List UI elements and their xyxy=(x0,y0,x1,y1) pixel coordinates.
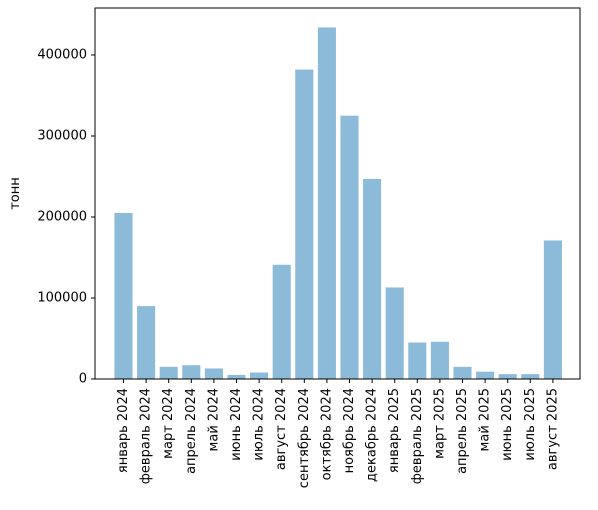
bar-16 xyxy=(476,371,495,379)
bar-15 xyxy=(453,366,472,379)
bar-7 xyxy=(272,264,291,379)
y-tick-label-1: 100000 xyxy=(37,290,87,305)
bar-1 xyxy=(137,306,156,379)
x-tick-label-12: январь 2025 xyxy=(387,388,402,473)
bar-19 xyxy=(543,240,562,379)
bar-5 xyxy=(227,374,246,379)
x-tick-label-5: июнь 2024 xyxy=(229,388,244,461)
y-tick-label-2: 200000 xyxy=(37,209,87,224)
x-tick-label-7: август 2024 xyxy=(274,388,289,470)
bar-8 xyxy=(295,69,314,379)
x-tick-label-18: июль 2025 xyxy=(523,388,538,461)
bar-4 xyxy=(204,368,223,379)
bar-13 xyxy=(408,342,427,379)
bar-10 xyxy=(340,115,359,379)
x-tick-label-11: декабрь 2024 xyxy=(365,388,380,482)
x-tick-label-19: август 2025 xyxy=(545,388,560,470)
y-axis-label: тонн xyxy=(8,177,23,210)
x-tick-label-16: май 2025 xyxy=(478,388,493,451)
x-tick-label-6: июль 2024 xyxy=(252,388,267,461)
y-axis: 0 100000 200000 300000 400000 xyxy=(37,47,95,387)
x-tick-label-4: май 2024 xyxy=(206,388,221,451)
bar-0 xyxy=(114,212,133,379)
x-tick-label-1: февраль 2024 xyxy=(139,388,154,484)
bars xyxy=(114,27,562,380)
bar-9 xyxy=(317,27,336,380)
bar-14 xyxy=(430,341,449,379)
plot-frame xyxy=(94,7,581,380)
x-axis: январь 2024 февраль 2024 март 2024 апрель 2… xyxy=(116,379,560,488)
x-tick-label-8: сентябрь 2024 xyxy=(297,388,312,488)
bar-3 xyxy=(182,365,201,379)
bar-12 xyxy=(385,287,404,379)
x-tick-label-14: март 2025 xyxy=(432,388,447,459)
bar-6 xyxy=(250,372,269,379)
x-tick-label-2: март 2024 xyxy=(161,388,176,459)
bar-11 xyxy=(363,178,382,379)
y-tick-label-0: 0 xyxy=(79,372,87,387)
bar-17 xyxy=(498,374,517,379)
x-tick-label-10: ноябрь 2024 xyxy=(342,388,357,473)
x-tick-label-0: январь 2024 xyxy=(116,388,131,473)
y-tick-label-3: 300000 xyxy=(37,128,87,143)
x-tick-label-9: октябрь 2024 xyxy=(319,388,334,480)
x-tick-label-3: апрель 2024 xyxy=(184,388,199,474)
y-tick-label-4: 400000 xyxy=(37,47,87,62)
x-tick-label-17: июнь 2025 xyxy=(500,388,515,461)
x-tick-label-15: апрель 2025 xyxy=(455,388,470,474)
x-tick-label-13: февраль 2025 xyxy=(410,388,425,484)
bar-2 xyxy=(159,366,178,379)
bar-18 xyxy=(521,374,540,379)
